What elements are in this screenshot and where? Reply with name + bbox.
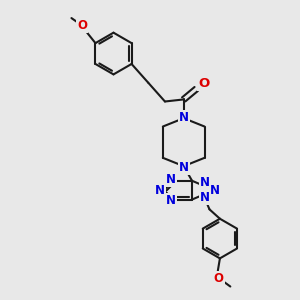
Text: N: N	[179, 161, 189, 174]
Text: N: N	[210, 184, 220, 197]
Text: N: N	[166, 194, 176, 207]
Text: N: N	[179, 111, 189, 124]
Text: N: N	[200, 176, 210, 189]
Text: O: O	[214, 272, 224, 285]
Text: O: O	[198, 77, 209, 90]
Text: N: N	[155, 184, 165, 197]
Text: N: N	[200, 191, 210, 204]
Text: O: O	[77, 19, 87, 32]
Text: N: N	[166, 173, 176, 186]
